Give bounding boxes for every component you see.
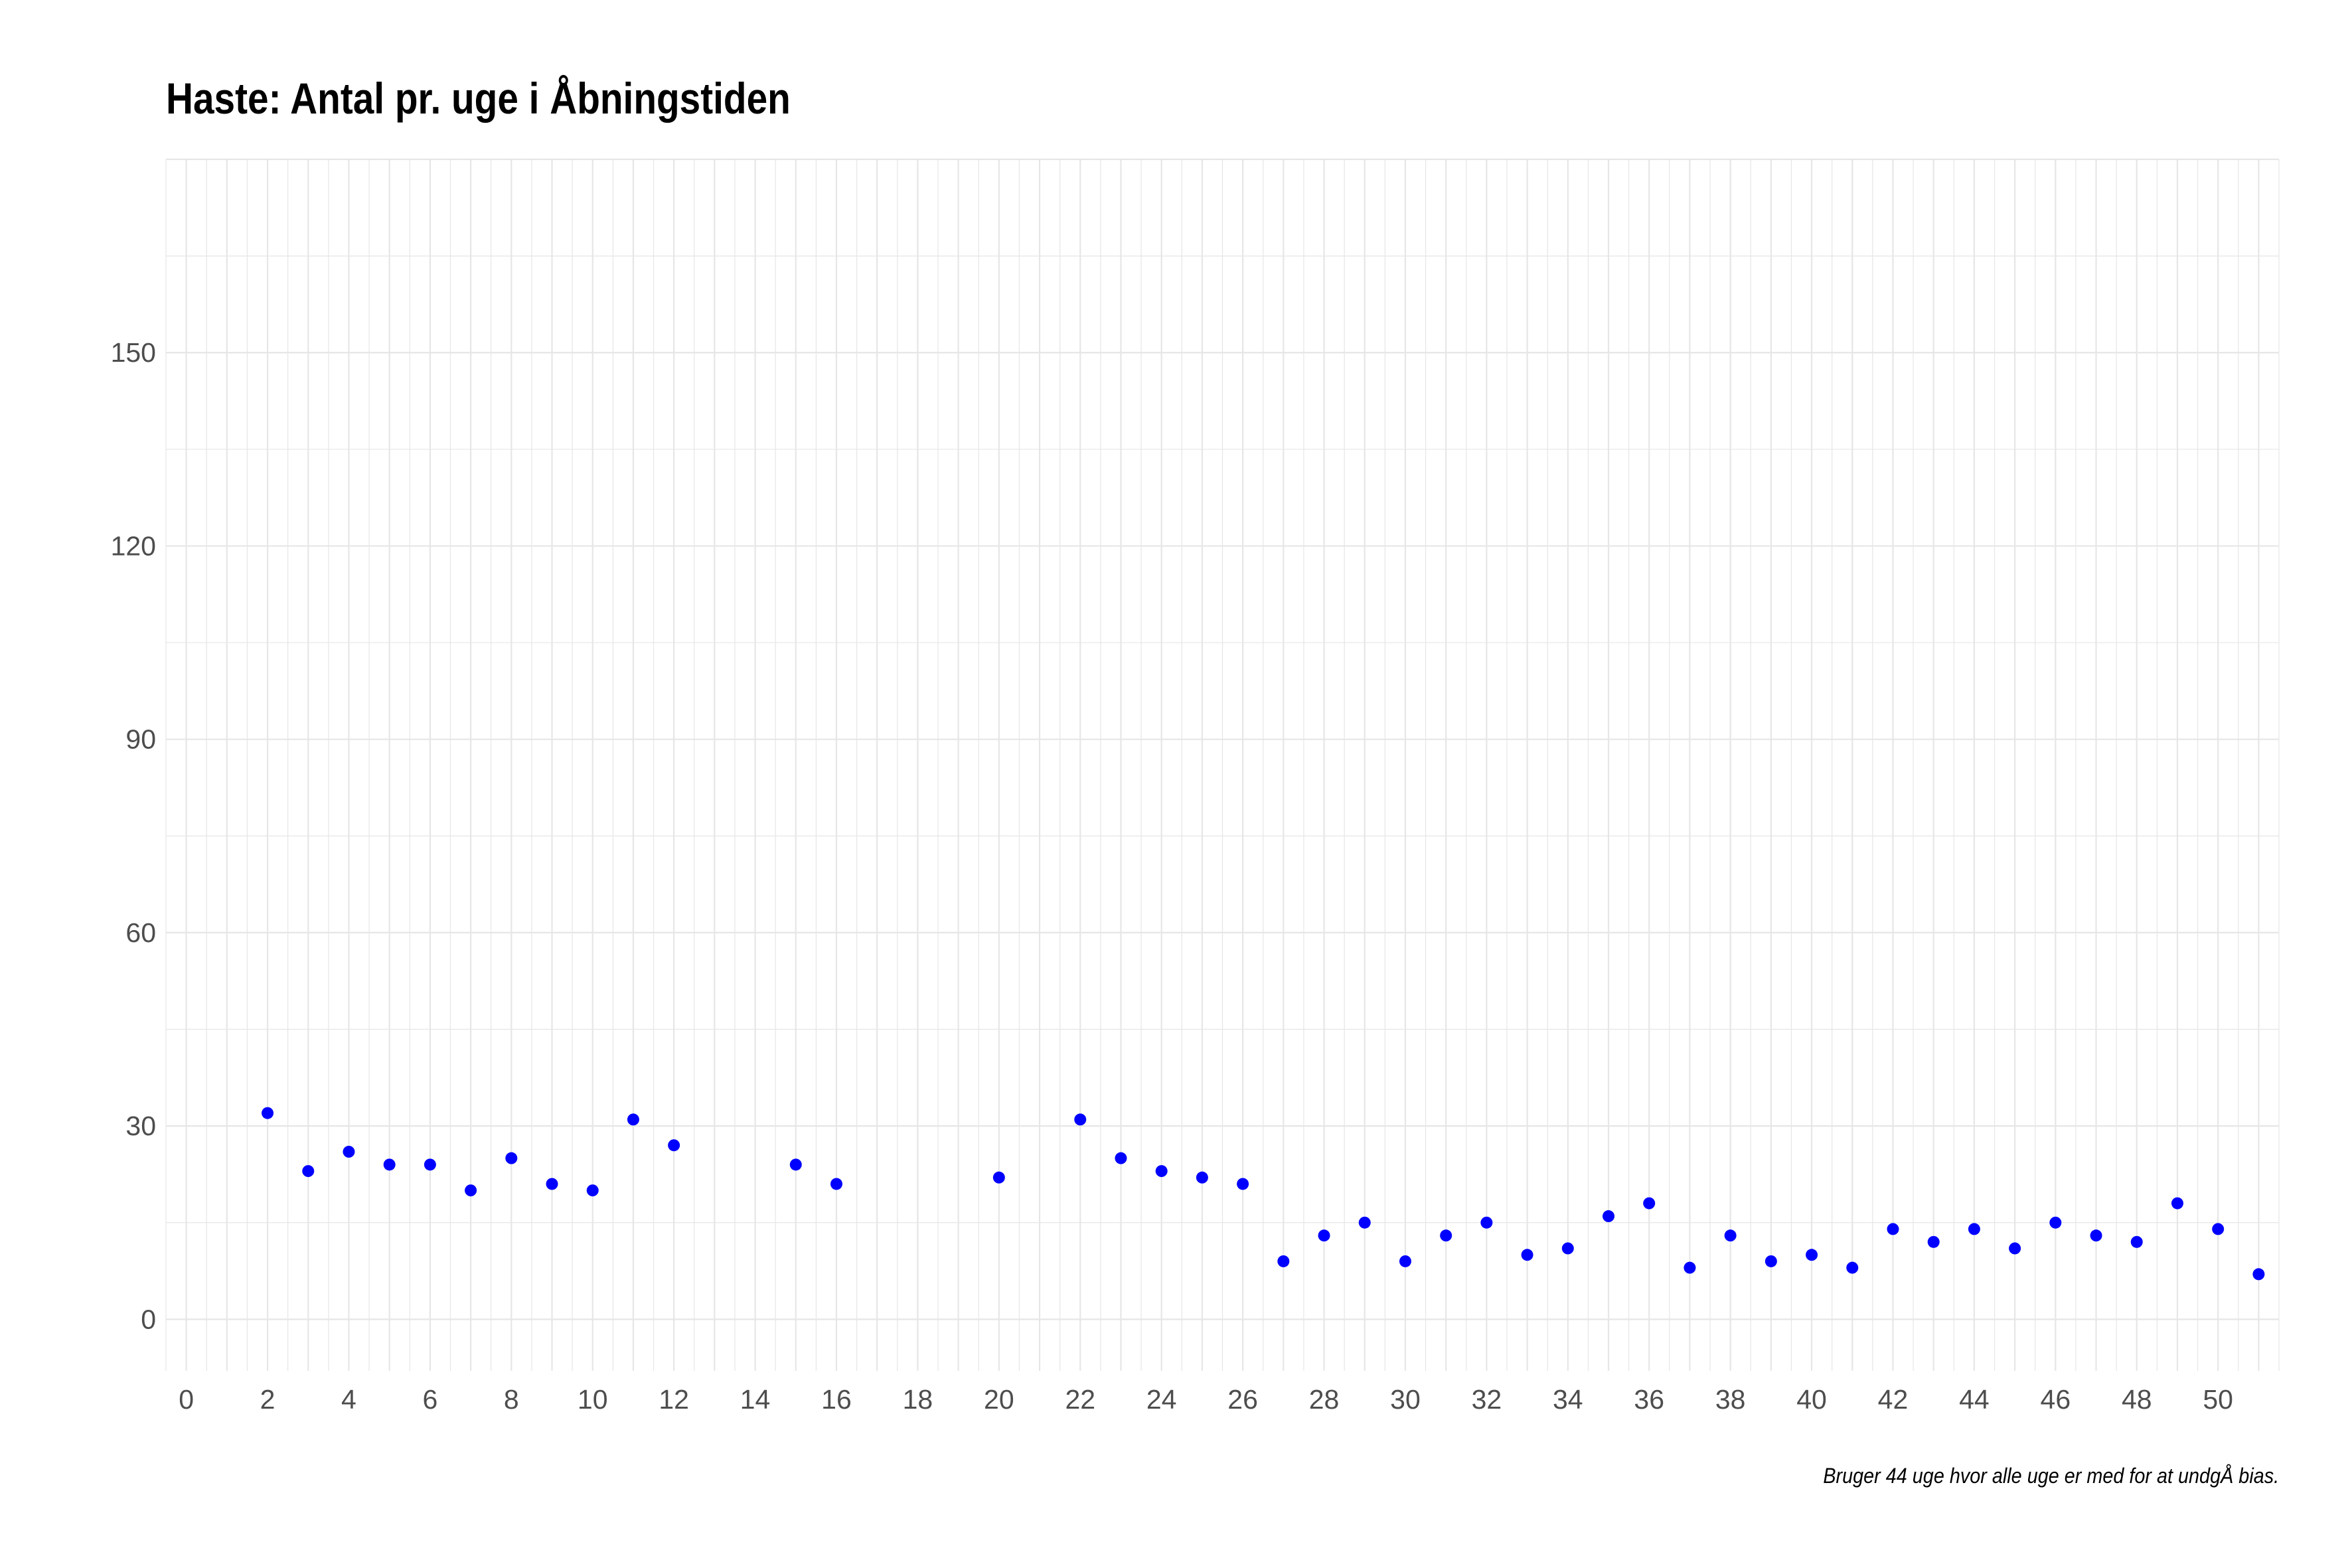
x-tick-label: 46 (2041, 1384, 2071, 1415)
chart-title: Haste: Antal pr. uge i Åbningstiden (166, 74, 791, 123)
data-point (343, 1145, 355, 1158)
data-point (1806, 1249, 1818, 1261)
data-point (262, 1107, 274, 1119)
x-tick-label: 34 (1553, 1384, 1583, 1415)
data-point (1277, 1255, 1290, 1267)
data-point (302, 1165, 315, 1178)
gridlines (165, 158, 2280, 1371)
x-tick-label: 0 (179, 1384, 194, 1415)
data-points (262, 1107, 2265, 1281)
data-point (1318, 1229, 1330, 1242)
data-point (424, 1158, 436, 1171)
data-point (2009, 1242, 2021, 1255)
x-tick-label: 42 (1878, 1384, 1909, 1415)
data-point (546, 1178, 558, 1190)
data-point (830, 1178, 842, 1190)
x-tick-label: 50 (2203, 1384, 2233, 1415)
x-tick-label: 48 (2122, 1384, 2152, 1415)
data-point (1846, 1261, 1859, 1274)
data-point (2130, 1235, 2143, 1248)
data-point (1887, 1223, 1899, 1235)
data-point (1561, 1242, 1574, 1255)
data-point (1196, 1171, 1208, 1184)
data-point (2090, 1229, 2102, 1242)
data-point (1155, 1165, 1168, 1178)
x-tick-label: 36 (1634, 1384, 1664, 1415)
data-point (383, 1158, 396, 1171)
data-point (2171, 1197, 2183, 1210)
chart-caption: Bruger 44 uge hvor alle uge er med for a… (1823, 1464, 2279, 1488)
data-point (789, 1158, 802, 1171)
data-point (586, 1184, 599, 1197)
y-tick-label: 60 (125, 917, 156, 948)
x-tick-label: 38 (1715, 1384, 1746, 1415)
x-tick-label: 40 (1796, 1384, 1827, 1415)
data-point (1643, 1197, 1656, 1210)
data-point (1480, 1216, 1493, 1229)
x-tick-label: 12 (659, 1384, 689, 1415)
data-point (2049, 1216, 2062, 1229)
data-point (1968, 1223, 1980, 1235)
data-point (1603, 1210, 1615, 1223)
x-tick-label: 26 (1227, 1384, 1258, 1415)
data-point (1927, 1235, 1940, 1248)
x-axis-tick-labels: 0 2 4 6 8 10 12 14 16 18 20 22 24 26 28 30 32 34 36 38 40 42 4… (179, 1384, 2233, 1415)
x-tick-label: 20 (984, 1384, 1014, 1415)
data-point (505, 1152, 518, 1164)
data-point (465, 1184, 477, 1197)
y-axis-tick-labels: 0 30 60 90 120 150 (111, 337, 156, 1334)
x-tick-label: 6 (422, 1384, 437, 1415)
data-point (2252, 1268, 2265, 1281)
data-point (1521, 1249, 1533, 1261)
x-tick-label: 8 (504, 1384, 519, 1415)
x-tick-label: 4 (341, 1384, 356, 1415)
x-tick-label: 24 (1146, 1384, 1177, 1415)
x-tick-label: 28 (1309, 1384, 1340, 1415)
y-tick-label: 0 (141, 1304, 156, 1334)
y-tick-label: 90 (125, 724, 156, 755)
y-tick-label: 30 (125, 1111, 156, 1141)
data-point (1764, 1255, 1777, 1267)
data-point (1115, 1152, 1127, 1164)
data-point (627, 1113, 639, 1126)
data-point (1724, 1229, 1737, 1242)
x-tick-label: 30 (1390, 1384, 1421, 1415)
data-point (1074, 1113, 1087, 1126)
data-point (1440, 1229, 1452, 1242)
x-tick-label: 18 (903, 1384, 933, 1415)
x-tick-label: 22 (1065, 1384, 1095, 1415)
y-tick-label: 150 (111, 337, 156, 368)
x-tick-label: 10 (578, 1384, 608, 1415)
x-tick-label: 16 (821, 1384, 852, 1415)
data-point (2212, 1223, 2225, 1235)
data-point (1684, 1261, 1696, 1274)
y-tick-label: 120 (111, 530, 156, 561)
x-tick-label: 32 (1472, 1384, 1502, 1415)
data-point (992, 1171, 1005, 1184)
data-point (668, 1139, 680, 1152)
x-tick-label: 2 (260, 1384, 275, 1415)
data-point (1358, 1216, 1371, 1229)
data-point (1237, 1178, 1249, 1190)
data-point (1399, 1255, 1411, 1267)
x-tick-label: 14 (740, 1384, 771, 1415)
x-tick-label: 44 (1959, 1384, 1990, 1415)
